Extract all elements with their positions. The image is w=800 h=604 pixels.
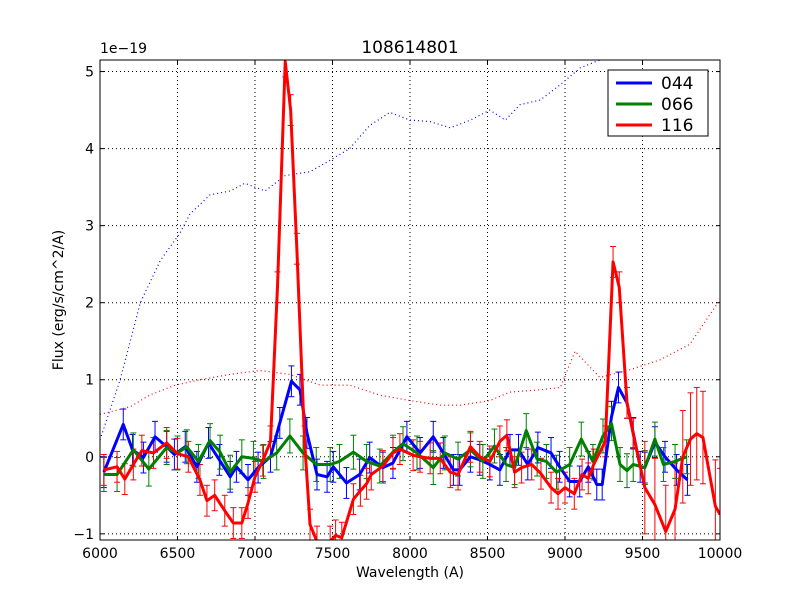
x-tick-label: 6000 xyxy=(82,546,118,562)
legend-label: 066 xyxy=(661,95,693,115)
x-tick-label: 8000 xyxy=(392,546,428,562)
series-layer xyxy=(100,60,720,540)
x-axis-label: Wavelength (A) xyxy=(356,565,464,581)
series-line-066 xyxy=(103,422,688,477)
y-tick-label: −1 xyxy=(73,527,94,543)
plot-frame xyxy=(99,59,721,541)
x-tick-label: 7500 xyxy=(315,546,351,562)
legend-label: 044 xyxy=(661,74,693,94)
reference-line-dotted xyxy=(100,299,720,415)
y-tick-label: 1 xyxy=(85,373,94,389)
y-tick-label: 0 xyxy=(85,450,94,466)
x-tick-label: 8500 xyxy=(470,546,506,562)
x-tick-label: 9500 xyxy=(625,546,661,562)
x-tick-label: 9000 xyxy=(547,546,583,562)
chart-title: 108614801 xyxy=(361,38,458,58)
series-line-044 xyxy=(102,379,689,487)
x-tick-label: 7000 xyxy=(237,546,273,562)
series-line-116 xyxy=(103,60,720,540)
y-axis-label: Flux (erg/s/cm^2/A) xyxy=(51,230,67,370)
x-tick-label: 6500 xyxy=(160,546,196,562)
legend-label: 116 xyxy=(661,116,693,136)
x-tick-label: 10000 xyxy=(698,546,743,562)
y-offset-label: 1e−19 xyxy=(100,41,147,57)
y-tick-label: 2 xyxy=(85,296,94,312)
y-tick-label: 5 xyxy=(85,65,94,81)
y-tick-label: 3 xyxy=(85,219,94,235)
y-tick-label: 4 xyxy=(85,142,94,158)
reference-line-dotted xyxy=(100,60,601,441)
